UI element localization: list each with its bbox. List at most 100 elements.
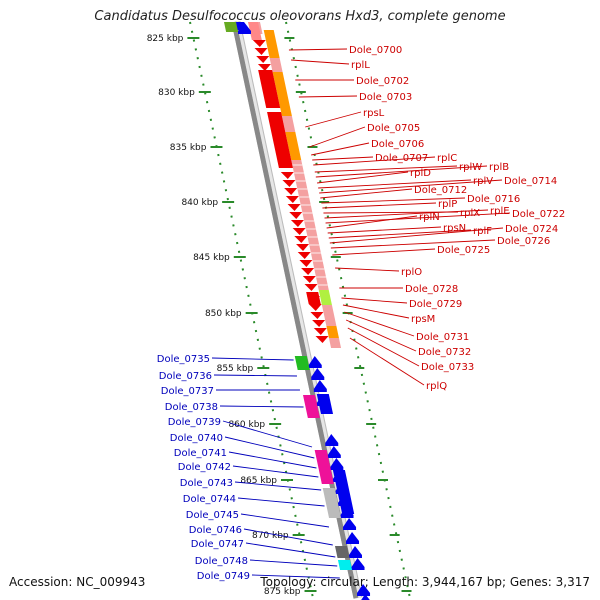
gene-label-leader xyxy=(320,188,413,199)
gene-label-forward: Dole_0732 xyxy=(418,347,471,358)
gene-label-leader xyxy=(311,142,370,156)
gene-label-leader xyxy=(249,559,338,567)
feature-block-magenta xyxy=(303,395,320,418)
cds-reverse-arrow xyxy=(327,446,341,455)
gene-label-leader xyxy=(312,156,374,161)
cds-forward-arrow xyxy=(294,236,308,243)
gene-label-reverse: Dole_0740 xyxy=(170,433,223,444)
ruler-label: 875 kbp xyxy=(264,587,301,597)
gene-label-forward: Dole_0724 xyxy=(505,224,558,235)
cds-forward-arrow xyxy=(282,180,296,187)
cds-forward-arrow xyxy=(278,160,292,167)
gene-label-forward: Dole_0728 xyxy=(405,284,458,295)
gene-label-leader xyxy=(330,239,496,249)
gene-label-reverse: Dole_0744 xyxy=(183,494,236,505)
gene-label-forward: Dole_0700 xyxy=(349,45,402,56)
gene-label-reverse: Dole_0745 xyxy=(186,510,239,521)
gene-label-forward: rpsN xyxy=(443,223,466,234)
gene-label-leader xyxy=(243,528,333,546)
cds-forward-arrow xyxy=(252,40,266,47)
cds-reverse xyxy=(316,394,334,414)
cds-reverse-body xyxy=(327,455,341,458)
feature-block-green xyxy=(224,22,239,32)
genome-title: Candidatus Desulfococcus oleovorans Hxd3… xyxy=(94,9,506,24)
ruler-ticks: 825 kbp 830 kbp 835 kbp 840 kbp 845 kbp 850 k… xyxy=(147,34,412,597)
gene-label-leader xyxy=(322,202,437,209)
feature-block-pink xyxy=(281,116,296,132)
cds-reverse-body xyxy=(348,555,362,558)
cds-forward-arrow xyxy=(297,252,311,259)
cds-forward-arrow xyxy=(285,196,299,203)
feature-block-orange xyxy=(326,326,339,338)
cds-reverse xyxy=(236,22,246,30)
gene-label-leader xyxy=(326,215,418,229)
feature-block-pink xyxy=(328,338,342,348)
gene-label-leader xyxy=(327,226,442,234)
feature-block-lime xyxy=(318,290,332,305)
gene-label-forward: rplC xyxy=(437,153,457,164)
cds-reverse-body xyxy=(311,377,325,380)
gene-label-leader xyxy=(328,229,472,239)
cds-forward-arrow xyxy=(289,212,303,219)
gene-label-leader xyxy=(314,165,458,173)
gene-label-leader xyxy=(219,405,304,408)
cds-forward-arrow xyxy=(308,304,322,311)
cds-reverse-body xyxy=(313,389,327,392)
gene-label-forward: rplO xyxy=(401,267,422,278)
cds-forward-arrow xyxy=(284,188,298,195)
gene-label-leader xyxy=(305,111,362,128)
cds-reverse-body xyxy=(325,443,339,446)
cds-reverse-arrow xyxy=(357,584,371,593)
cds-reverse-arrow xyxy=(330,458,344,467)
gene-label-forward: Dole_0716 xyxy=(467,194,520,205)
gene-label-leader xyxy=(347,327,420,367)
gene-label-forward: rpsL xyxy=(363,108,385,119)
ruler-label: 860 kbp xyxy=(228,420,265,430)
gene-label-forward: Dole_0712 xyxy=(414,185,467,196)
feature-block-green xyxy=(294,356,310,370)
gene-label-leader xyxy=(313,156,436,166)
gene-label-leader xyxy=(325,212,511,224)
gene-label-leader xyxy=(332,248,436,256)
gene-label-forward: rplB xyxy=(489,162,509,173)
gene-label-leader xyxy=(222,420,313,448)
feature-block-cyan xyxy=(337,560,353,570)
cds-reverse-body xyxy=(343,527,357,530)
gene-label-forward: Dole_0707 xyxy=(375,153,428,164)
gene-label-forward: Dole_0705 xyxy=(367,123,420,134)
feature-block-pink xyxy=(269,58,283,72)
gene-label-leader xyxy=(349,337,425,386)
cds-reverse-body xyxy=(308,365,322,368)
ruler-label: 850 kbp xyxy=(205,309,242,319)
cds-forward-arrow xyxy=(257,64,271,71)
gene-label-forward: rplP xyxy=(438,199,457,210)
cds-reverse-arrow xyxy=(308,356,322,365)
gene-label-leader xyxy=(345,319,417,352)
cds-reverse-arrow xyxy=(313,380,327,389)
gene-label-reverse: Dole_0747 xyxy=(191,539,244,550)
gene-label-leader xyxy=(298,95,358,98)
gene-label-leader xyxy=(224,436,315,459)
gene-label-reverse: Dole_0736 xyxy=(159,371,212,382)
gene-label-reverse: Dole_0739 xyxy=(168,417,221,428)
ruler-label: 835 kbp xyxy=(170,143,207,153)
gene-label-leader xyxy=(315,165,488,178)
genome-summary: Topology: circular; Length: 3,944,167 bp… xyxy=(260,575,590,589)
gene-label-leader xyxy=(228,451,317,469)
gene-label-leader xyxy=(321,197,466,204)
gene-label-leader xyxy=(335,267,400,272)
cds-reverse-body xyxy=(330,467,344,470)
cds-forward-arrow xyxy=(292,228,306,235)
feature-block-orange xyxy=(272,72,292,116)
cds-forward-arrow xyxy=(296,244,310,251)
gene-label-leader xyxy=(342,304,410,319)
gene-label-forward: rplN xyxy=(419,212,440,223)
gene-label-leader xyxy=(344,311,415,337)
cds-reverse-body xyxy=(238,31,251,34)
forward-gene-labels: Dole_0700 rplL Dole_0702 Dole_0703 rpsL Dole_… xyxy=(288,45,565,392)
gene-label-leader xyxy=(319,179,503,194)
cds-reverse-arrow xyxy=(343,518,357,527)
gene-label-reverse: Dole_0742 xyxy=(178,462,231,473)
cds-reverse-body xyxy=(357,593,371,596)
gene-label-forward: rplQ xyxy=(426,381,447,392)
